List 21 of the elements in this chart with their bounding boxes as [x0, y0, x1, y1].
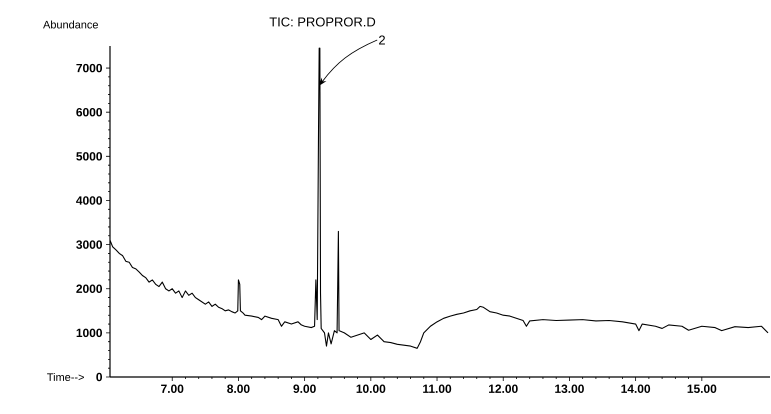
- y-tick-label: 7000: [76, 64, 102, 72]
- x-tick-label: 15.00: [688, 384, 716, 393]
- x-tick-label: 11.00: [423, 384, 452, 393]
- x-tick-label: 14.00: [621, 384, 650, 393]
- y-tick-label: 5000: [76, 152, 102, 161]
- x-tick-label: 13.00: [555, 384, 584, 393]
- x-axis-title: Time-->: [47, 372, 84, 382]
- y-tick-label: 3000: [76, 240, 102, 249]
- y-tick-label: 6000: [76, 108, 102, 116]
- x-tick-label: 9.00: [293, 384, 316, 393]
- x-tick-label: 10.00: [356, 384, 386, 393]
- y-tick-label: 1000: [76, 328, 102, 338]
- x-tick-label: 8.00: [227, 384, 250, 393]
- y-axis-title: Abundance: [43, 20, 98, 28]
- chart-title: TIC: PROPROR.D: [270, 17, 376, 27]
- y-tick-label: 2000: [76, 284, 102, 293]
- x-tick-label: 7.00: [161, 384, 184, 393]
- y-tick-label: 0: [96, 372, 102, 382]
- y-tick-label: 4000: [76, 196, 102, 205]
- annotation: 2: [379, 35, 385, 45]
- x-tick-label: 12.00: [489, 384, 518, 393]
